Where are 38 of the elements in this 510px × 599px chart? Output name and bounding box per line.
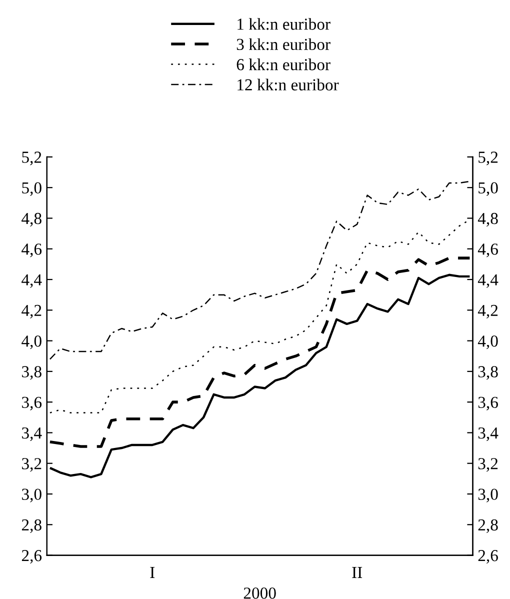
y2-tick-label: 5,2 [478, 152, 498, 166]
y2-tick-label: 4,0 [478, 335, 498, 350]
x-tick-label: II [352, 567, 362, 578]
y2-tick-label: 3,6 [478, 396, 498, 410]
line-series [49, 180, 470, 360]
line-series [48, 256, 472, 448]
y-tick-label: 3,0 [22, 488, 42, 502]
y2-tick-label: 3,4 [478, 427, 498, 442]
y-tick-label: 4,2 [22, 304, 42, 318]
y-tick-label: 4,8 [22, 212, 42, 227]
legend-label: 3 kk:n euribor [236, 38, 330, 50]
y-tick-label: 2,8 [22, 519, 42, 533]
y2-tick-label: 4,2 [478, 304, 498, 318]
y-tick-label: 3,8 [22, 366, 42, 380]
x-tick-label: I [150, 567, 155, 578]
y-tick-label: 4,4 [22, 274, 42, 288]
y-tick-label: 3,4 [22, 427, 42, 442]
legend-label: 1 kk:n euribor [238, 18, 330, 30]
y-tick-label: 4,6 [22, 244, 42, 258]
y2-tick-label: 4,8 [478, 212, 498, 227]
y2-tick-label: 4,6 [478, 244, 498, 258]
line-series [48, 274, 471, 478]
y2-tick-label: 2,6 [478, 550, 498, 564]
y2-tick-label: 2,8 [478, 519, 498, 533]
y-tick-label: 2,6 [22, 550, 42, 564]
y2-tick-label: 3,2 [478, 458, 498, 472]
y-tick-label: 5,2 [22, 152, 42, 166]
y2-tick-label: 5,0 [478, 182, 498, 196]
x-axis-title: 2000 [244, 588, 276, 599]
y-tick-label: 4,0 [22, 335, 42, 350]
y2-tick-label: 3,0 [478, 488, 498, 502]
y2-tick-label: 3,8 [478, 366, 498, 380]
y-tick-label: 3,6 [22, 396, 42, 410]
y-tick-label: 3,2 [22, 458, 42, 472]
legend-label: 6 kk:n euribor [236, 58, 330, 70]
y-tick-label: 5,0 [22, 182, 42, 196]
legend-label: 12 kk:n euribor [238, 78, 339, 91]
y2-tick-label: 4,4 [478, 274, 498, 288]
